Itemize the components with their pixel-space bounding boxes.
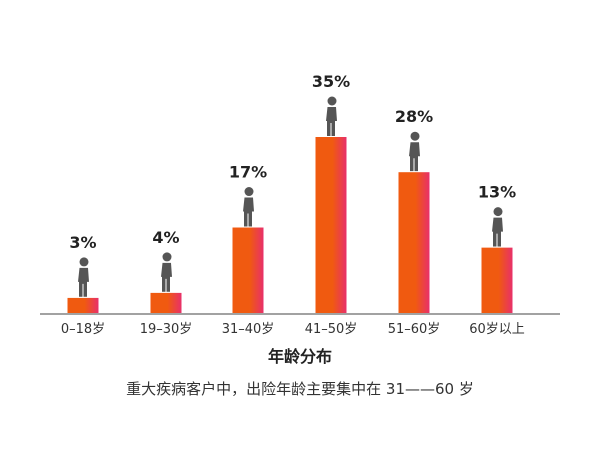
value-label-0: 3% [69, 233, 96, 252]
bar-2 [232, 227, 264, 313]
value-labels-layer: 3% 4% 17% 35% 28% 13% [69, 72, 516, 252]
person-figure-icon-1 [161, 252, 172, 292]
x-tick-label-1: 19–30岁 [140, 322, 193, 337]
person-figure-icon-5 [492, 207, 503, 247]
person-figure-icon-3 [326, 96, 337, 136]
bar-4 [398, 172, 430, 313]
bar-0 [67, 297, 99, 313]
bar-3 [315, 137, 347, 313]
value-label-4: 28% [395, 107, 433, 126]
chart-title: 年龄分布 [268, 347, 332, 366]
bar-1 [150, 292, 182, 313]
chart-caption: 重大疾病客户中，出险年龄主要集中在 31——60 岁 [126, 380, 474, 398]
value-label-2: 17% [229, 163, 267, 182]
x-tick-label-2: 31–40岁 [222, 322, 275, 337]
value-label-5: 13% [478, 183, 516, 202]
bars-layer [67, 137, 513, 313]
value-label-1: 4% [152, 228, 179, 247]
x-tick-labels-layer: 0–18岁 19–30岁 31–40岁 41–50岁 51–60岁 60岁以上 [61, 322, 525, 337]
value-label-3: 35% [312, 72, 350, 91]
figures-layer [78, 96, 503, 297]
person-figure-icon-0 [78, 257, 89, 297]
x-tick-label-5: 60岁以上 [469, 322, 525, 337]
person-figure-icon-2 [243, 187, 254, 227]
x-tick-label-3: 41–50岁 [305, 322, 358, 337]
person-figure-icon-4 [409, 131, 420, 172]
x-tick-label-0: 0–18岁 [61, 322, 105, 337]
bar-5 [481, 247, 513, 313]
x-tick-label-4: 51–60岁 [388, 322, 441, 337]
